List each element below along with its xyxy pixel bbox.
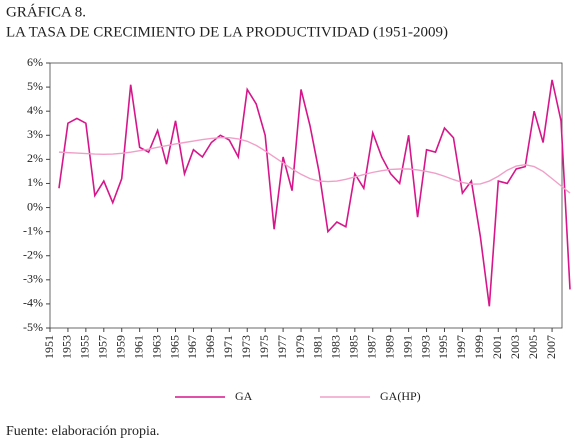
y-tick-label: -1% — [23, 223, 43, 237]
x-tick-label: 1983 — [329, 335, 343, 359]
x-tick-label: 1989 — [382, 335, 396, 359]
y-tick-label: 0% — [27, 199, 43, 213]
x-tick-label: 1969 — [203, 335, 217, 359]
x-tick-label: 1951 — [42, 335, 56, 359]
chart-title: GRÁFICA 8. — [6, 3, 86, 20]
x-tick-label: 2001 — [490, 335, 504, 359]
x-tick-label: 1999 — [472, 335, 486, 359]
y-tick-label: -5% — [23, 320, 43, 334]
y-tick-label: -2% — [23, 247, 43, 261]
x-tick-label: 2007 — [544, 335, 558, 359]
x-tick-label: 1993 — [418, 335, 432, 359]
legend-label: GA — [235, 389, 253, 403]
x-tick-label: 1991 — [400, 335, 414, 359]
x-tick-label: 1995 — [436, 335, 450, 359]
y-tick-label: -4% — [23, 296, 43, 310]
y-tick-label: 5% — [27, 79, 43, 93]
x-tick-label: 1975 — [257, 335, 271, 359]
x-tick-label: 1963 — [149, 335, 163, 359]
y-tick-label: 6% — [27, 55, 43, 69]
x-tick-label: 1967 — [185, 335, 199, 359]
x-tick-label: 1973 — [239, 335, 253, 359]
x-tick-label: 1985 — [347, 335, 361, 359]
source: Fuente: elaboración propia. — [6, 424, 160, 439]
x-tick-label: 1971 — [221, 335, 235, 359]
x-tick-label: 1965 — [167, 335, 181, 359]
y-tick-label: 1% — [27, 175, 43, 189]
x-tick-label: 1957 — [96, 335, 110, 359]
series-line — [58, 136, 571, 194]
legend-label: GA(HP) — [380, 389, 421, 403]
chart-subtitle: LA TASA DE CRECIMIENTO DE LA PRODUCTIVID… — [6, 24, 448, 40]
x-tick-label: 2005 — [526, 335, 540, 359]
x-tick-label: 1987 — [365, 335, 379, 359]
x-tick-label: 1959 — [113, 335, 127, 359]
x-tick-label: 2003 — [508, 335, 522, 359]
x-tick-label: 1997 — [454, 335, 468, 359]
series-line — [58, 79, 571, 307]
x-tick-label: 1977 — [275, 335, 289, 359]
y-tick-label: 4% — [27, 103, 43, 117]
y-tick-label: 3% — [27, 127, 43, 141]
y-tick-label: -3% — [23, 272, 43, 286]
x-tick-label: 1953 — [60, 335, 74, 359]
y-tick-label: 2% — [27, 151, 43, 165]
x-tick-label: 1961 — [131, 335, 145, 359]
x-tick-label: 1979 — [293, 335, 307, 359]
x-tick-label: 1981 — [311, 335, 325, 359]
x-tick-label: 1955 — [78, 335, 92, 359]
plot-frame — [49, 62, 563, 329]
